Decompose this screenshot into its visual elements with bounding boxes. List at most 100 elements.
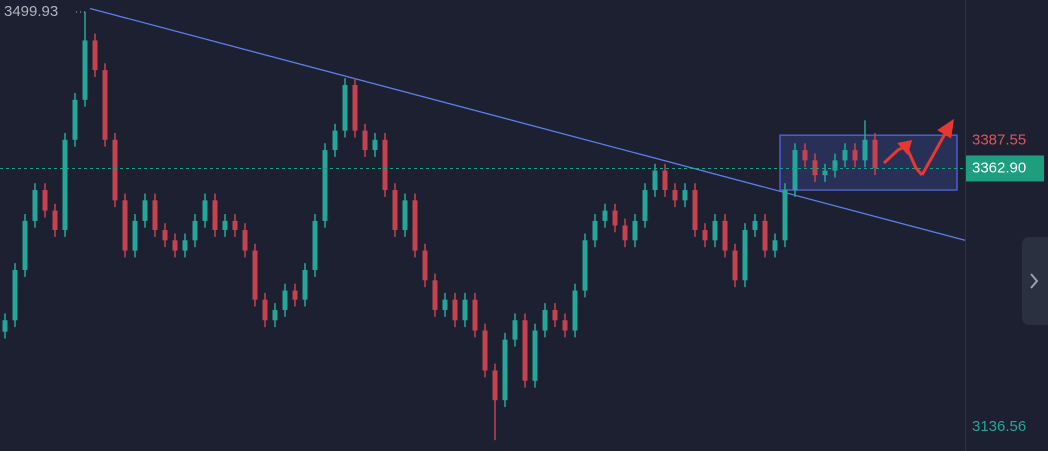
- candle-body: [382, 139, 388, 191]
- candle-body: [472, 299, 478, 331]
- candle-body: [862, 139, 868, 161]
- candle-body: [652, 170, 658, 191]
- candle-body: [662, 170, 668, 191]
- candle-body: [62, 139, 68, 231]
- candle-body: [422, 250, 428, 281]
- candle-body: [82, 40, 88, 100]
- candle-body: [262, 299, 268, 321]
- candle-body: [322, 150, 328, 221]
- candle-body: [112, 139, 118, 201]
- candle-body: [582, 240, 588, 291]
- candle-body: [432, 280, 438, 310]
- arrow-head: [937, 118, 954, 139]
- candle-body: [522, 320, 528, 381]
- candle-body: [122, 200, 128, 251]
- candle-body: [162, 230, 168, 241]
- candle-body: [602, 210, 608, 221]
- candle-body: [562, 320, 568, 331]
- candle-body: [762, 220, 768, 251]
- candle-body: [802, 150, 808, 161]
- candle-body: [332, 130, 338, 151]
- candle-body: [92, 40, 98, 71]
- candle-body: [352, 84, 358, 131]
- chevron: [1030, 273, 1039, 289]
- candle-body: [222, 220, 228, 231]
- candle-body: [412, 200, 418, 251]
- candle-body: [532, 330, 538, 381]
- candle-body: [272, 309, 278, 321]
- button-bg[interactable]: [1022, 237, 1048, 325]
- collapse-button[interactable]: [1022, 237, 1048, 325]
- candle-body: [852, 150, 858, 161]
- candle-body: [492, 370, 498, 401]
- candle-body: [742, 230, 748, 281]
- candle-body: [182, 240, 188, 251]
- candle-body: [442, 299, 448, 310]
- candle-body: [812, 160, 818, 176]
- candle-body: [282, 290, 288, 310]
- candle-body: [52, 210, 58, 231]
- candle-body: [552, 309, 558, 321]
- y-tick-label: 3387.55: [972, 131, 1026, 148]
- candle-body: [632, 220, 638, 241]
- arrow: [904, 145, 924, 176]
- candle-body: [682, 190, 688, 201]
- candle-body: [12, 269, 18, 321]
- candle-body: [482, 330, 488, 371]
- y-tick-label: 3136.56: [972, 418, 1026, 435]
- candle-body: [612, 210, 618, 226]
- candle-body: [622, 225, 628, 241]
- candle-body: [192, 220, 198, 241]
- candle-body: [642, 190, 648, 221]
- candle-body: [452, 299, 458, 321]
- candle-body: [132, 220, 138, 251]
- projection-arrows: [882, 118, 954, 176]
- candle-body: [302, 269, 308, 300]
- candle-body: [72, 99, 78, 140]
- plot: 3499.93: [0, 3, 966, 441]
- current-price-box: [966, 155, 1044, 182]
- candle-body: [832, 160, 838, 171]
- high-label: 3499.93: [4, 3, 58, 20]
- candle-body: [402, 200, 408, 231]
- candle-body: [392, 190, 398, 231]
- arrow: [920, 131, 948, 176]
- candle-body: [102, 70, 108, 140]
- candle-body: [462, 299, 468, 321]
- candle-body: [242, 230, 248, 251]
- candle-body: [732, 250, 738, 281]
- candle-body: [772, 240, 778, 251]
- candle-body: [172, 240, 178, 251]
- candle-body: [312, 220, 318, 270]
- candle-body: [752, 220, 758, 231]
- candle-body: [252, 250, 258, 300]
- candle-body: [502, 339, 508, 401]
- candle-body: [692, 190, 698, 231]
- candle-body: [42, 190, 48, 211]
- candle-body: [212, 200, 218, 231]
- candle-body: [32, 190, 38, 221]
- candle-body: [672, 190, 678, 201]
- candle-body: [872, 139, 878, 169]
- candle-body: [22, 220, 28, 270]
- candle-body: [512, 320, 518, 340]
- candle-body: [232, 220, 238, 231]
- candle-body: [792, 150, 798, 191]
- candle-body: [202, 200, 208, 221]
- candle-body: [292, 290, 298, 300]
- candle-body: [822, 170, 828, 176]
- candle-body: [782, 190, 788, 241]
- candle-body: [2, 320, 8, 332]
- candle-body: [592, 220, 598, 241]
- candle-body: [372, 139, 378, 151]
- y-tick-label: 3362.90: [972, 159, 1026, 176]
- candle-body: [152, 200, 158, 231]
- candle-body: [342, 84, 348, 131]
- candle-body: [542, 309, 548, 331]
- candle-body: [572, 290, 578, 331]
- candle-body: [712, 220, 718, 241]
- trendline: [89, 7, 966, 241]
- candle-body: [702, 230, 708, 241]
- candle-body: [842, 150, 848, 161]
